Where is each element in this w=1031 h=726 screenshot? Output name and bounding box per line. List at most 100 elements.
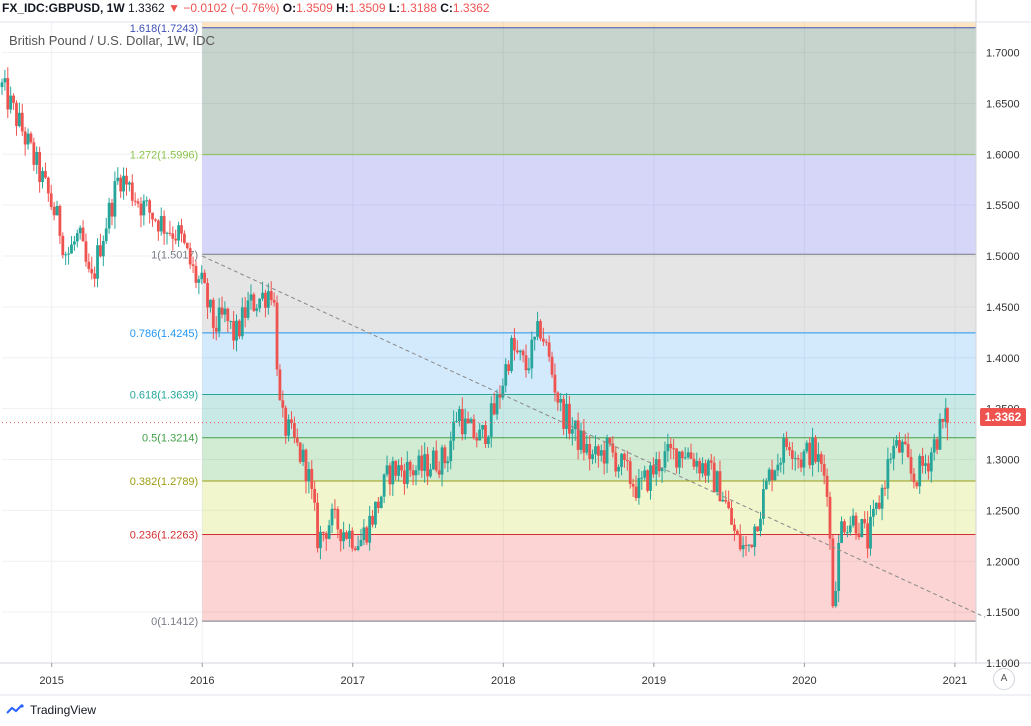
chart-header: FX_IDC:GBPUSD, 1W 1.3362 ▼ −0.0102 (−0.7… — [2, 1, 490, 15]
candle-body — [417, 455, 421, 471]
candle-body — [938, 418, 942, 450]
candle-body — [177, 225, 180, 241]
candle-body — [290, 419, 293, 424]
candle-body — [527, 368, 531, 371]
candle-body — [892, 445, 896, 459]
candle-body — [828, 496, 832, 539]
chart-subtitle: British Pound / U.S. Dollar, 1W, IDC — [9, 33, 215, 48]
candle-body — [724, 499, 728, 502]
candle-body — [927, 463, 930, 472]
fib-zone — [202, 27, 976, 155]
candle-body — [822, 463, 826, 476]
candle-body — [223, 308, 227, 315]
candle-body — [217, 307, 221, 332]
candle-body — [408, 461, 412, 471]
candle-body — [704, 463, 707, 476]
candle-body — [6, 78, 10, 110]
candle-body — [145, 200, 149, 202]
candle-body — [767, 469, 771, 481]
candle-body — [594, 446, 597, 455]
y-tick-label: 1.3000 — [986, 455, 1020, 467]
candle-body — [608, 437, 612, 444]
x-tick-label: 2017 — [341, 675, 365, 687]
candle-body — [81, 227, 85, 242]
y-tick-label: 1.6000 — [986, 149, 1020, 161]
candle-body — [139, 203, 143, 216]
candle-body — [324, 533, 328, 539]
high-value: 1.3509 — [348, 1, 386, 15]
candle-body — [660, 467, 664, 472]
fib-level-label: 0(1.1412) — [151, 616, 198, 628]
y-tick-label: 1.4500 — [986, 302, 1020, 314]
candle-body — [611, 443, 615, 453]
candle-body — [449, 440, 453, 462]
candle-body — [368, 515, 372, 543]
candle-body — [240, 307, 244, 337]
candle-body — [46, 177, 50, 194]
candle-body — [533, 336, 537, 340]
candle-body — [330, 508, 334, 526]
candle-body — [400, 465, 403, 471]
candle-body — [243, 307, 247, 318]
x-tick-label: 2021 — [943, 675, 967, 687]
candle-body — [843, 521, 846, 533]
candle-body — [651, 465, 655, 475]
candle-body — [773, 470, 777, 481]
candle-body — [825, 475, 829, 497]
candle-body — [900, 441, 904, 453]
candle-body — [345, 532, 348, 539]
candle-body — [932, 439, 936, 453]
candle-body — [733, 524, 736, 531]
candle-body — [585, 443, 589, 453]
down-arrow-icon: ▼ — [168, 1, 180, 15]
fib-level-label: 1(1.5017) — [151, 249, 198, 261]
candle-body — [156, 220, 160, 232]
candle-body — [353, 548, 357, 550]
candle-body — [110, 202, 114, 217]
candle-body — [513, 337, 516, 351]
candle-body — [165, 232, 169, 234]
candle-body — [423, 454, 427, 471]
candle-body — [886, 459, 890, 489]
candle-body — [154, 219, 157, 221]
candle-body — [637, 478, 641, 499]
candle-body — [3, 78, 7, 83]
y-tick-label: 1.5500 — [986, 200, 1020, 212]
candle-body — [559, 399, 563, 403]
candle-body — [654, 459, 658, 475]
candle-body — [125, 175, 128, 185]
brand-label: TradingView — [30, 703, 97, 717]
last-price-tag: 1.3362 — [980, 408, 1026, 426]
candle-body — [469, 419, 473, 424]
auto-scale-button[interactable]: A — [993, 668, 1015, 690]
candle-body — [866, 523, 870, 549]
candle-body — [397, 465, 401, 476]
candle-body — [845, 532, 849, 534]
candle-body — [168, 232, 172, 234]
candle-body — [935, 439, 939, 450]
candle-body — [23, 131, 27, 145]
candle-body — [695, 460, 699, 467]
candle-body — [718, 471, 722, 502]
candle-body — [246, 300, 250, 318]
candle-body — [460, 409, 464, 435]
candle-body — [440, 447, 444, 475]
candle-body — [808, 442, 812, 466]
fib-zone — [202, 394, 976, 438]
candle-body — [356, 546, 360, 550]
y-tick-label: 1.2500 — [986, 505, 1020, 517]
fib-zone — [202, 254, 976, 333]
candle-body — [649, 465, 652, 491]
candle-body — [486, 436, 490, 445]
candle-body — [518, 350, 522, 353]
candle-body — [799, 459, 803, 468]
candle-body — [735, 530, 739, 535]
candle-body — [909, 456, 913, 474]
tradingview-logo[interactable]: TradingView — [6, 703, 96, 717]
candle-body — [588, 443, 592, 459]
candle-body — [403, 470, 406, 484]
candle-body — [756, 526, 759, 532]
candle-body — [834, 591, 838, 607]
candle-body — [96, 245, 99, 279]
